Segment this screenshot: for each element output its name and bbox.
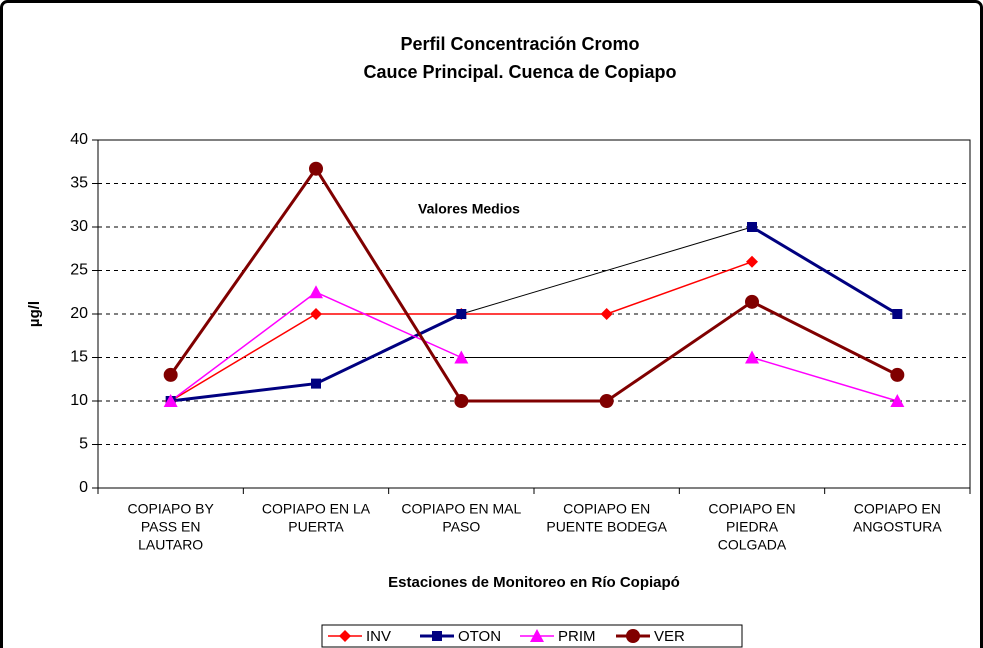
chart-title: Cauce Principal. Cuenca de Copiapo (363, 62, 676, 82)
marker (626, 629, 640, 643)
x-tick-label: COPIAPO EN (708, 501, 795, 517)
legend: INV OTON PRIM VER (321, 624, 743, 648)
x-tick-label: PASO (442, 519, 480, 535)
legend-item: INV (328, 628, 391, 645)
y-tick-label: 15 (70, 349, 88, 366)
y-tick-label: 35 (70, 175, 88, 192)
x-tick-label: PUENTE BODEGA (546, 519, 667, 535)
marker (311, 378, 321, 389)
x-tick-label: COLGADA (718, 537, 787, 553)
legend-item: OTON (420, 628, 501, 645)
legend-label: PRIM (558, 628, 596, 645)
marker (530, 629, 544, 642)
chart-title: Perfil Concentración Cromo (400, 34, 639, 54)
y-tick-label: 25 (70, 262, 88, 279)
marker (454, 350, 469, 364)
legend-label: VER (654, 628, 685, 645)
x-tick-label: LAUTARO (138, 537, 203, 553)
marker (163, 394, 178, 407)
series-line (169, 166, 899, 403)
x-tick-label: PIEDRA (726, 519, 779, 535)
x-tick-label: ANGOSTURA (853, 519, 942, 535)
marker (339, 630, 351, 642)
x-axis-title: Estaciones de Monitoreo en Río Copiapó (388, 574, 680, 591)
marker (890, 394, 905, 407)
marker (456, 309, 467, 319)
y-tick-label: 20 (70, 305, 88, 322)
marker (454, 394, 469, 408)
marker (309, 285, 323, 299)
legend-item: PRIM (520, 628, 596, 645)
annotation: Valores Medios (418, 200, 520, 216)
y-tick-label: 5 (79, 436, 88, 453)
marker (745, 294, 759, 309)
marker (309, 161, 323, 176)
marker (890, 367, 905, 382)
y-tick-label: 40 (70, 131, 88, 148)
marker (745, 350, 759, 364)
marker (746, 255, 758, 268)
legend-label: INV (366, 628, 391, 645)
x-tick-label: PASS EN (141, 519, 201, 535)
y-tick-label: 0 (79, 479, 88, 496)
x-tick-label: COPIAPO EN (854, 501, 941, 517)
legend-item: VER (616, 628, 685, 645)
x-tick-label: COPIAPO EN (563, 501, 650, 517)
y-tick-label: 30 (70, 218, 88, 235)
marker (163, 367, 178, 382)
gap-connector (461, 226, 753, 315)
marker (600, 308, 613, 320)
marker (747, 222, 757, 232)
marker (599, 394, 614, 408)
marker (310, 308, 322, 320)
marker (892, 309, 903, 319)
x-tick-label: PUERTA (288, 519, 344, 535)
x-tick-label: COPIAPO EN MAL (401, 501, 521, 517)
y-tick-label: 10 (70, 392, 88, 409)
x-tick-label: COPIAPO BY (127, 501, 214, 517)
x-tick-label: COPIAPO EN LA (262, 501, 371, 517)
legend-label: OTON (458, 628, 501, 645)
y-axis-title: µg/l (26, 301, 43, 327)
marker (432, 631, 442, 641)
